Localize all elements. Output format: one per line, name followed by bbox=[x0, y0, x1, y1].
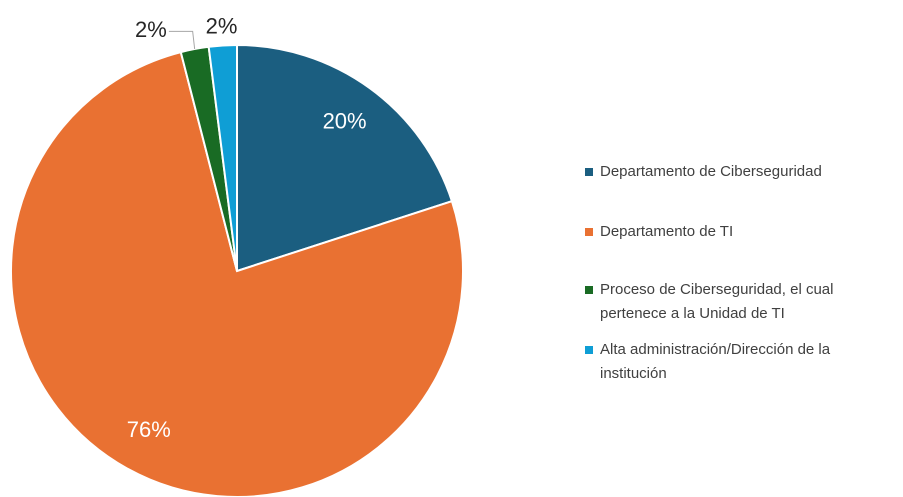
legend-label: Alta administración/Dirección de la inst… bbox=[600, 341, 831, 382]
data-label: 20% bbox=[323, 109, 367, 134]
data-label: 76% bbox=[127, 417, 171, 442]
legend-label: Proceso de Ciberseguridad, el cual perte… bbox=[600, 281, 834, 322]
legend-swatch bbox=[585, 286, 593, 294]
legend-item: Departamento de Ciberseguridad bbox=[585, 160, 895, 184]
legend-item: Departamento de TI bbox=[585, 220, 895, 244]
legend-label: Departamento de Ciberseguridad bbox=[600, 163, 822, 180]
legend-swatch bbox=[585, 168, 593, 176]
pie-slice bbox=[236, 43, 454, 273]
legend-swatch bbox=[585, 228, 593, 236]
legend-label: Departamento de TI bbox=[600, 223, 734, 240]
pie-slice bbox=[10, 50, 464, 497]
legend-item: Proceso de Ciberseguridad, el cual perte… bbox=[585, 278, 895, 326]
legend-swatch bbox=[585, 346, 593, 354]
data-label: 2% bbox=[135, 17, 167, 42]
data-label: 2% bbox=[206, 13, 238, 38]
pie-slice bbox=[207, 43, 238, 272]
leader-line bbox=[168, 30, 196, 50]
legend-item: Alta administración/Dirección de la inst… bbox=[585, 338, 895, 386]
legend: Departamento de Ciberseguridad Departamen… bbox=[585, 160, 895, 398]
